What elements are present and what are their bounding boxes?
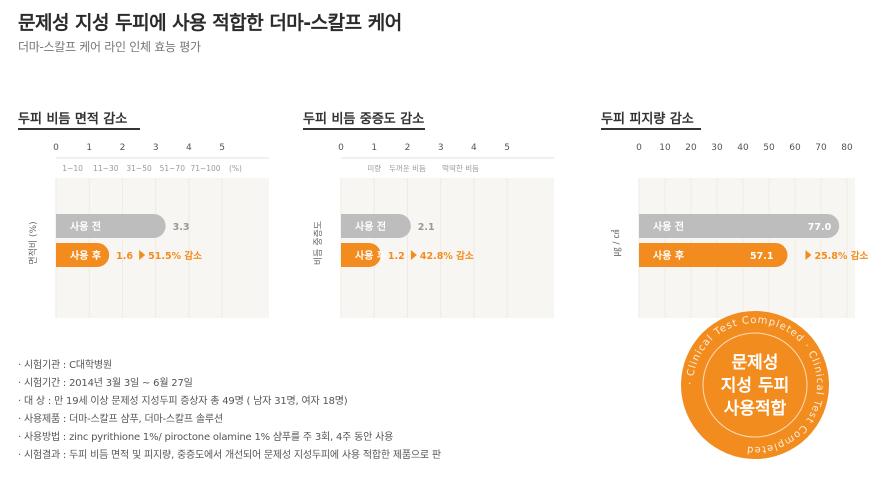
x-sublabel: 떡딱한 비듬 [442,163,479,173]
y-axis-label: ㎍ / ㎠ [611,230,622,257]
chart-title-underline [601,128,701,130]
chart-svg: 0 1 2 3 4 5 1~10 11~30 31~50 51~70 71~100 (%) 면적비 (%… [27,143,269,318]
bar-value-label: 77.0 [808,222,832,233]
x-tick-label: 4 [186,143,192,153]
x-tick-label: 4 [471,143,477,153]
x-sublabel: 51~70 [160,164,186,173]
bar-category-label: 사용 후 [355,249,386,262]
x-sublabel: 31~50 [126,164,152,173]
bar-value-label: 1.2 [388,251,405,262]
x-sublabel: 11~30 [93,164,119,173]
chart-title-underline [303,128,425,130]
note-row: · 시험결과 : 두피 비듬 면적 및 피지량, 중증도에서 개선되어 문제성 … [18,450,441,461]
note-row: · 시험기간 : 2014년 3월 3일 ~ 6월 27일 [18,378,193,389]
x-sublabel: 미량 [367,164,381,173]
x-tick-label: 60 [789,143,801,153]
x-tick-label: 3 [153,143,159,153]
x-tick-label: 0 [53,143,59,153]
page-title: 문제성 지성 두피에 사용 적합한 더마-스칼프 케어 [18,12,402,34]
bar-value-label: 1.6 [116,251,133,262]
chart-dandruff-severity: 두피 비듬 중증도 감소 0 1 2 3 4 5 미량 두꺼운 비듬 떡딱한 비듬 비듬 중증도 사… [303,108,573,323]
x-tick-label: 0 [338,143,344,153]
x-sublabel: (%) [229,164,242,173]
reduction-arrow-icon [139,250,146,260]
note-row: · 사용방법 : zinc pyrithione 1%/ piroctone o… [18,432,394,443]
chart-title-underline [18,128,140,130]
bar-category-label: 사용 전 [653,220,684,233]
x-tick-label: 1 [371,143,377,153]
chart-svg: 0 10 20 30 40 50 60 70 80 ㎍ / ㎠ 사용 전 77.0 사용 후 57.1 25… [611,143,868,318]
clinical-test-stamp: · Clinical Test Completed · Clinical Tes… [681,311,829,459]
x-sublabel: 1~10 [62,164,83,173]
chart-title: 두피 비듬 면적 감소 [18,112,128,127]
x-tick-label: 2 [405,143,411,153]
chart-sebum: 두피 피지량 감소 0 10 20 30 40 50 60 70 80 ㎍ / ㎠ 사용 전 77.0… [601,108,871,323]
y-axis-label: 면적비 (%) [27,221,39,264]
bar-value-label: 3.3 [173,222,190,233]
note-row: · 시험기관 : C대학병원 [18,360,112,371]
reduction-label: 42.8% 감소 [420,250,474,262]
stamp-line-2: 지성 두피 [721,376,789,396]
x-tick-label: 20 [685,143,697,153]
bar-category-label: 사용 후 [653,249,684,262]
bar-category-label: 사용 전 [70,220,101,233]
x-tick-label: 70 [815,143,827,153]
x-tick-label: 0 [636,143,642,153]
y-axis-label: 비듬 중증도 [313,221,324,265]
chart-dandruff-area: 두피 비듬 면적 감소 0 1 2 3 4 5 1~10 11~30 31~50 51~70 71~… [18,108,288,323]
x-tick-label: 5 [504,143,510,153]
x-sublabel: 두꺼운 비듬 [389,164,426,173]
x-tick-label: 10 [659,143,671,153]
x-tick-label: 2 [120,143,126,153]
x-tick-label: 40 [737,143,749,153]
note-row: · 사용제품 : 더마-스칼프 샴푸, 더마-스칼프 솔루션 [18,414,223,425]
x-tick-label: 30 [711,143,723,153]
stamp-line-1: 문제성 [732,353,779,373]
bar-before [639,214,840,238]
bar-category-label: 사용 전 [355,220,386,233]
reduction-arrow-icon [410,250,417,260]
bar-before [56,214,166,238]
x-tick-label: 5 [219,143,225,153]
reduction-label: 25.8% 감소 [814,250,868,262]
reduction-label: 51.5% 감소 [148,250,202,262]
bar-after [341,243,381,267]
bar-value-label: 57.1 [750,251,773,262]
x-tick-label: 50 [763,143,775,153]
stamp-line-3: 사용적합 [724,398,787,419]
test-notes: · 시험기관 : C대학병원 · 시험기간 : 2014년 3월 3일 ~ 6월… [18,357,441,465]
bar-category-label: 사용 후 [70,249,101,262]
chart-title: 두피 피지량 감소 [601,112,694,127]
bar-value-label: 2.1 [418,222,435,233]
x-tick-label: 80 [841,143,853,153]
bar-after [639,243,788,267]
page-subtitle: 더마-스칼프 케어 라인 인체 효능 평가 [18,40,201,54]
stamp-inner-ring [702,332,808,438]
bar-after [55,243,110,267]
x-tick-label: 1 [86,143,92,153]
chart-title: 두피 비듬 중증도 감소 [303,112,425,127]
bar-before [341,214,411,238]
x-tick-label: 3 [438,143,444,153]
reduction-arrow-icon [805,250,812,260]
x-sublabel: 71~100 [190,164,220,173]
note-row: · 대 상 : 만 19세 이상 문제성 지성두피 증상자 총 49명 ( 남자… [18,396,348,407]
